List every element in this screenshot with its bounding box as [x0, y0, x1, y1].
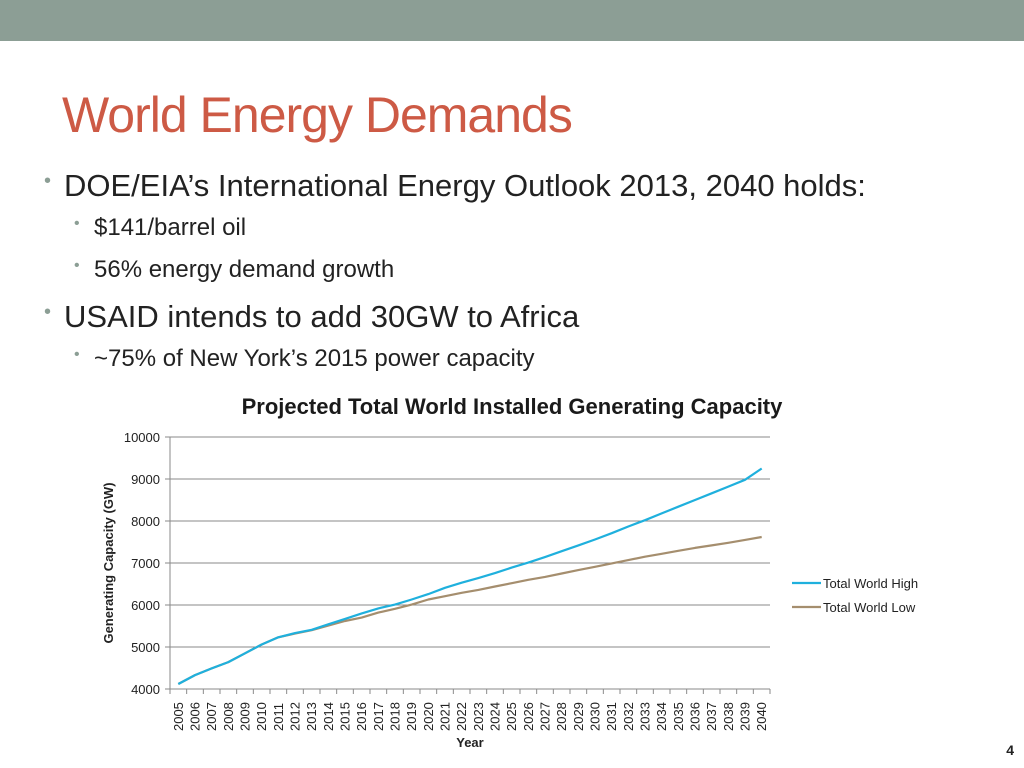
slide-title: World Energy Demands: [62, 87, 573, 143]
x-tick-label: 2018: [388, 702, 403, 731]
bullet-oil-price: • $141/barrel oil: [74, 214, 247, 242]
x-tick-label: 2011: [271, 703, 286, 731]
bullet-demand-growth: • 56% energy demand growth: [74, 256, 395, 284]
y-tick-label: 8000: [131, 514, 160, 529]
x-tick-label: 2019: [404, 702, 419, 731]
x-tick-label: 2032: [621, 702, 636, 731]
x-tick-label: 2030: [588, 702, 603, 731]
x-tick-label: 2009: [238, 702, 253, 731]
bullet-dot: •: [74, 346, 80, 363]
y-tick-label: 6000: [131, 598, 160, 613]
bullet-dot: •: [44, 301, 52, 323]
y-tick-label: 10000: [124, 430, 160, 445]
bullet-text: DOE/EIA’s International Energy Outlook 2…: [64, 168, 866, 203]
bullet-dot: •: [74, 215, 80, 232]
x-tick-label: 2023: [471, 702, 486, 731]
x-tick-label: 2008: [221, 702, 236, 731]
x-tick-label: 2025: [504, 702, 519, 731]
x-tick-label: 2020: [421, 702, 436, 731]
bullet-outlook: • DOE/EIA’s International Energy Outlook…: [44, 168, 866, 204]
x-tick-label: 2026: [521, 702, 536, 731]
page-number: 4: [1006, 742, 1014, 758]
x-tick-label: 2039: [738, 702, 753, 731]
y-tick-label: 7000: [131, 556, 160, 571]
y-tick-label: 5000: [131, 640, 160, 655]
bullet-new-york: • ~75% of New York’s 2015 power capacity: [74, 345, 535, 373]
x-tick-label: 2029: [571, 702, 586, 731]
bullet-text: $141/barrel oil: [94, 214, 247, 241]
x-tick-label: 2005: [171, 702, 186, 731]
chart-title: Projected Total World Installed Generati…: [242, 394, 784, 419]
bullet-usaid: • USAID intends to add 30GW to Africa: [44, 299, 580, 335]
bullet-text: ~75% of New York’s 2015 power capacity: [94, 345, 535, 372]
x-tick-label: 2006: [188, 702, 203, 731]
x-tick-label: 2012: [288, 702, 303, 731]
x-tick-label: 2010: [254, 702, 269, 731]
x-tick-label: 2016: [354, 702, 369, 731]
x-tick-label: 2028: [554, 702, 569, 731]
x-tick-label: 2040: [754, 702, 769, 731]
x-tick-label: 2033: [638, 702, 653, 731]
y-tick-label: 9000: [131, 472, 160, 487]
top-bar: [0, 0, 1024, 41]
x-tick-label: 2034: [654, 702, 669, 731]
legend-label: Total World High: [823, 576, 918, 591]
y-tick-label: 4000: [131, 682, 160, 697]
x-tick-label: 2031: [604, 702, 619, 731]
x-tick-label: 2017: [371, 702, 386, 731]
legend-label: Total World Low: [823, 600, 916, 615]
bullet-dot: •: [74, 257, 80, 274]
y-axis-label: Generating Capacity (GW): [101, 482, 116, 643]
x-tick-label: 2024: [488, 702, 503, 731]
bullet-text: 56% energy demand growth: [94, 256, 395, 283]
x-tick-label: 2007: [204, 702, 219, 731]
series-line-low: [177, 535, 762, 685]
x-tick-label: 2038: [721, 702, 736, 731]
x-tick-label: 2014: [321, 702, 336, 731]
x-tick-label: 2027: [538, 702, 553, 731]
x-tick-label: 2021: [438, 702, 453, 731]
bullet-text: USAID intends to add 30GW to Africa: [64, 299, 580, 334]
x-tick-label: 2022: [454, 702, 469, 731]
series-line-high: [177, 467, 763, 685]
x-axis-label: Year: [456, 735, 483, 750]
x-tick-label: 2036: [688, 702, 703, 731]
bullet-dot: •: [44, 170, 52, 192]
x-tick-label: 2035: [671, 702, 686, 731]
x-tick-label: 2013: [304, 702, 319, 731]
x-tick-label: 2015: [338, 702, 353, 731]
x-tick-label: 2037: [704, 702, 719, 731]
